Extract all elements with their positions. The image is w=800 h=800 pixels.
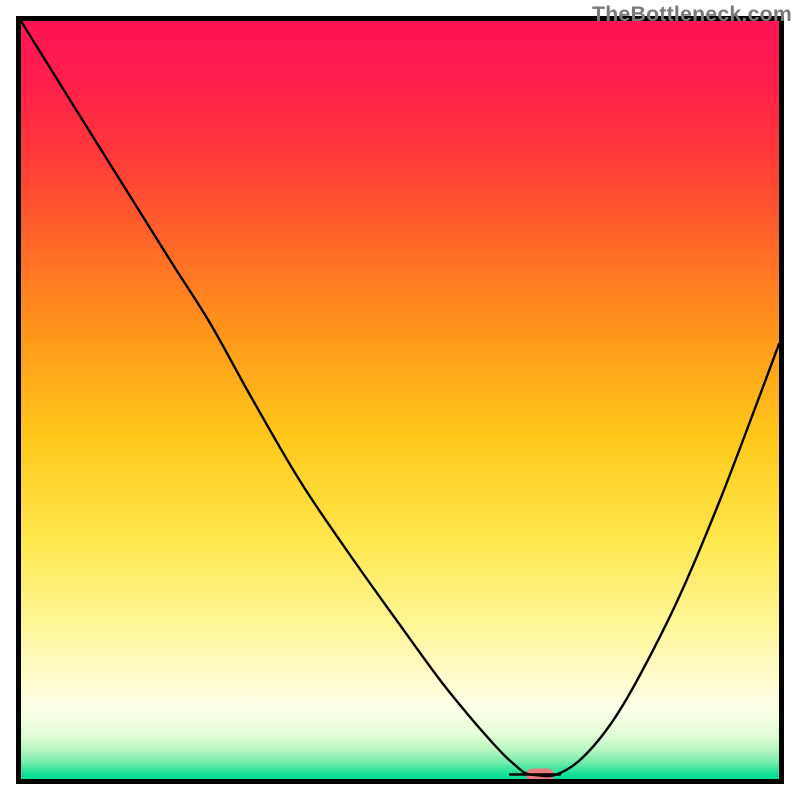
gradient-background <box>21 21 779 779</box>
bottleneck-chart <box>0 0 800 800</box>
chart-stage: TheBottleneck.com <box>0 0 800 800</box>
watermark-text: TheBottleneck.com <box>592 2 792 27</box>
